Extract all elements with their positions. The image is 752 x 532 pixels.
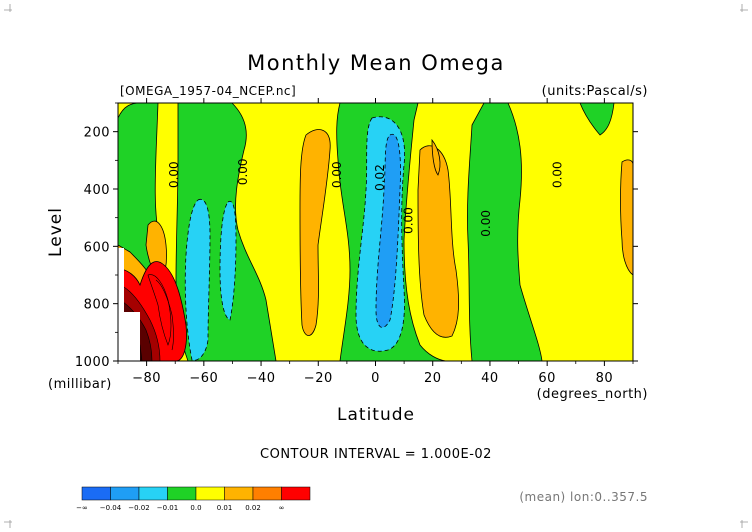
colorbar-label: −0.01 [157,504,178,512]
x-tick-label: −40 [247,371,276,386]
colorbar: −∞ −0.04 −0.02 −0.01 0.0 0.01 0.02 ∞ [76,486,311,512]
colorbar-swatch [195,486,225,501]
colorbar-label: 0.0 [190,504,201,512]
contour-labels: 0.00 0.00 0.00 0.02 0.00 0.00 0.00 [167,158,564,236]
colorbar-label: −∞ [76,504,88,512]
x-unit-label: (degrees_north) [537,387,648,402]
chart-title: Monthly Mean Omega [247,51,505,75]
y-tick-label: 1000 [75,355,110,370]
colorbar-label: ∞ [279,504,285,512]
colorbar-swatch [110,486,140,501]
contour-label: 0.02 [373,164,387,191]
y-axis-ticks: 200 400 600 800 1000 [75,102,638,370]
y-tick-label: 400 [84,183,110,198]
x-axis-label: Latitude [337,405,415,425]
red-region [117,248,187,362]
x-tick-label: −80 [132,371,161,386]
y-unit-label: (millibar) [48,377,112,392]
contour-label: 0.00 [236,158,250,185]
plot-area: 0.00 0.00 0.00 0.02 0.00 0.00 0.00 [117,102,634,362]
contour-interval-text: CONTOUR INTERVAL = 1.000E-02 [260,447,492,462]
colorbar-label: 0.01 [217,504,233,512]
colorbar-label: −0.02 [128,504,149,512]
colorbar-swatch [252,486,282,501]
x-tick-label: 20 [424,371,442,386]
x-tick-label: 0 [371,371,380,386]
blue-region [375,133,401,328]
contour-label: 0.00 [402,207,416,234]
x-tick-label: −20 [304,371,333,386]
corner-marks [4,4,748,528]
colorbar-swatch [81,486,111,501]
topography-mask [118,248,124,361]
y-axis-label: Level [46,207,66,257]
colorbar-label: 0.02 [245,504,261,512]
contour-label: 0.00 [479,210,493,237]
y-tick-label: 200 [84,126,110,141]
colorbar-swatch [224,486,254,501]
x-tick-label: 40 [481,371,499,386]
contour-label: 0.00 [330,161,344,188]
x-axis-ticks: −80 −60 −40 −20 0 20 40 60 80 [117,98,634,386]
colorbar-swatch [167,486,197,501]
x-tick-label: −60 [189,371,218,386]
units-label: (units:Pascal/s) [542,84,648,99]
colorbar-swatch [281,486,311,501]
y-tick-label: 800 [84,298,110,313]
contour-label: 0.00 [550,161,564,188]
y-tick-label: 600 [84,240,110,255]
contour-label: 0.00 [167,161,181,188]
footnote: (mean) lon:0..357.5 [519,490,648,504]
colorbar-label: −0.04 [100,504,122,512]
colorbar-swatch [138,486,168,501]
x-tick-label: 60 [538,371,556,386]
file-label: [OMEGA_1957-04_NCEP.nc] [120,84,296,98]
x-tick-label: 80 [596,371,614,386]
